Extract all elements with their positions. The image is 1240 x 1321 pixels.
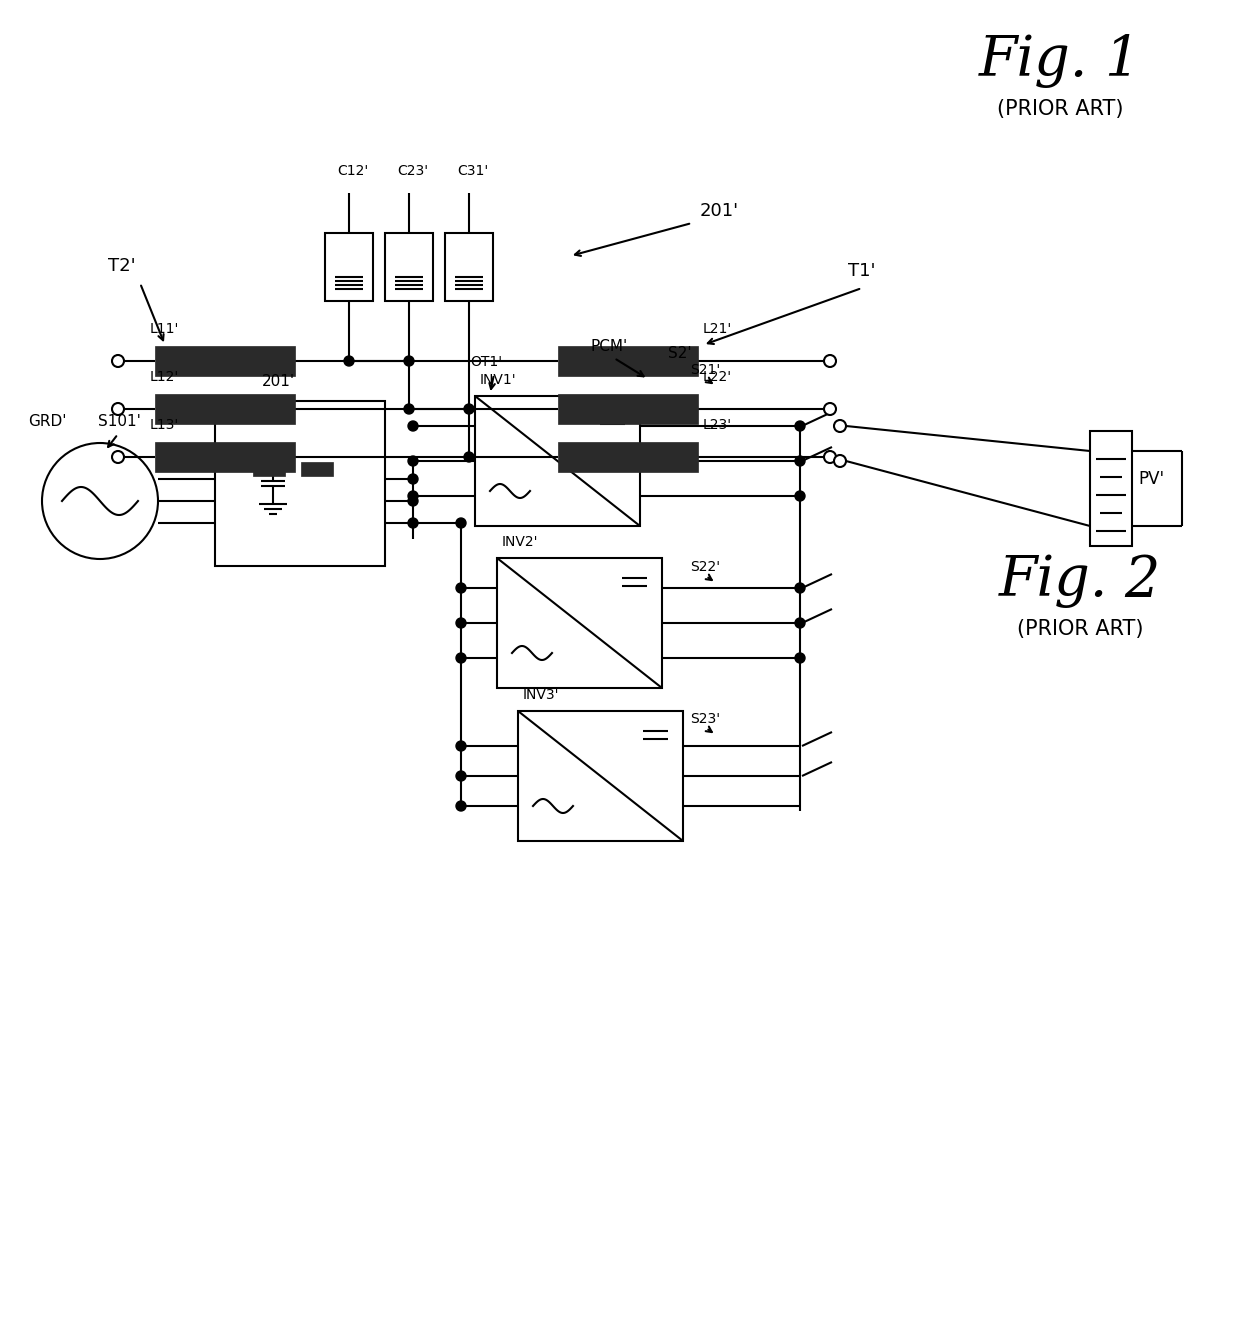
Circle shape [825,355,836,367]
Circle shape [456,653,466,663]
Circle shape [408,421,418,431]
Circle shape [464,404,474,413]
Text: 201': 201' [262,374,295,388]
Circle shape [456,771,466,781]
Text: OT1': OT1' [470,355,502,369]
Circle shape [464,452,474,462]
Text: INV2': INV2' [502,535,538,550]
Circle shape [112,355,124,367]
Text: L23': L23' [703,417,732,432]
Text: L21': L21' [703,322,733,336]
Circle shape [408,495,418,506]
Bar [497,557,662,688]
Text: PV': PV' [1138,470,1164,487]
Circle shape [825,450,836,462]
Bar [384,232,433,301]
Text: (PRIOR ART): (PRIOR ART) [1017,620,1143,639]
Text: C31': C31' [458,164,489,178]
Text: T2': T2' [108,258,135,275]
Text: S23': S23' [689,712,720,727]
Circle shape [795,583,805,593]
Circle shape [456,801,466,811]
Text: PCM': PCM' [590,339,627,354]
Circle shape [408,518,418,528]
Bar [475,396,640,526]
Circle shape [835,420,846,432]
Circle shape [795,618,805,627]
Text: L22': L22' [703,370,732,384]
Bar [558,443,698,472]
Bar [558,394,698,424]
Text: Fig. 2: Fig. 2 [999,553,1161,609]
Bar [155,346,295,376]
Text: C23': C23' [397,164,428,178]
Circle shape [408,456,418,466]
Text: T1': T1' [848,262,875,280]
Bar [155,443,295,472]
Bar [325,232,373,301]
Circle shape [404,404,414,413]
Text: S21': S21' [689,363,720,376]
Bar [445,232,494,301]
Circle shape [343,355,353,366]
Text: (PRIOR ART): (PRIOR ART) [997,99,1123,119]
Circle shape [404,355,414,366]
Text: L11': L11' [150,322,180,336]
Circle shape [795,456,805,466]
Bar [215,402,384,565]
Bar [253,462,285,476]
Circle shape [795,491,805,501]
Circle shape [112,450,124,462]
Text: L13': L13' [150,417,180,432]
Circle shape [825,403,836,415]
Text: L12': L12' [150,370,180,384]
Text: S22': S22' [689,560,720,575]
Text: S2': S2' [668,346,692,361]
Circle shape [456,741,466,752]
Circle shape [456,618,466,627]
Circle shape [456,518,466,528]
Circle shape [795,653,805,663]
Circle shape [112,403,124,415]
Text: 201': 201' [701,202,739,221]
Bar [518,711,683,841]
Text: C12': C12' [337,164,368,178]
Circle shape [408,491,418,501]
Circle shape [795,421,805,431]
Text: INV1': INV1' [480,373,517,387]
Circle shape [835,454,846,468]
Bar [155,394,295,424]
Text: S101': S101' [98,413,141,429]
Circle shape [408,474,418,483]
Bar [558,346,698,376]
Bar [1090,431,1132,546]
Text: Fig. 1: Fig. 1 [978,33,1141,89]
Text: GRD': GRD' [29,413,67,429]
Circle shape [456,583,466,593]
Bar [301,462,334,476]
Text: INV3': INV3' [523,688,559,701]
